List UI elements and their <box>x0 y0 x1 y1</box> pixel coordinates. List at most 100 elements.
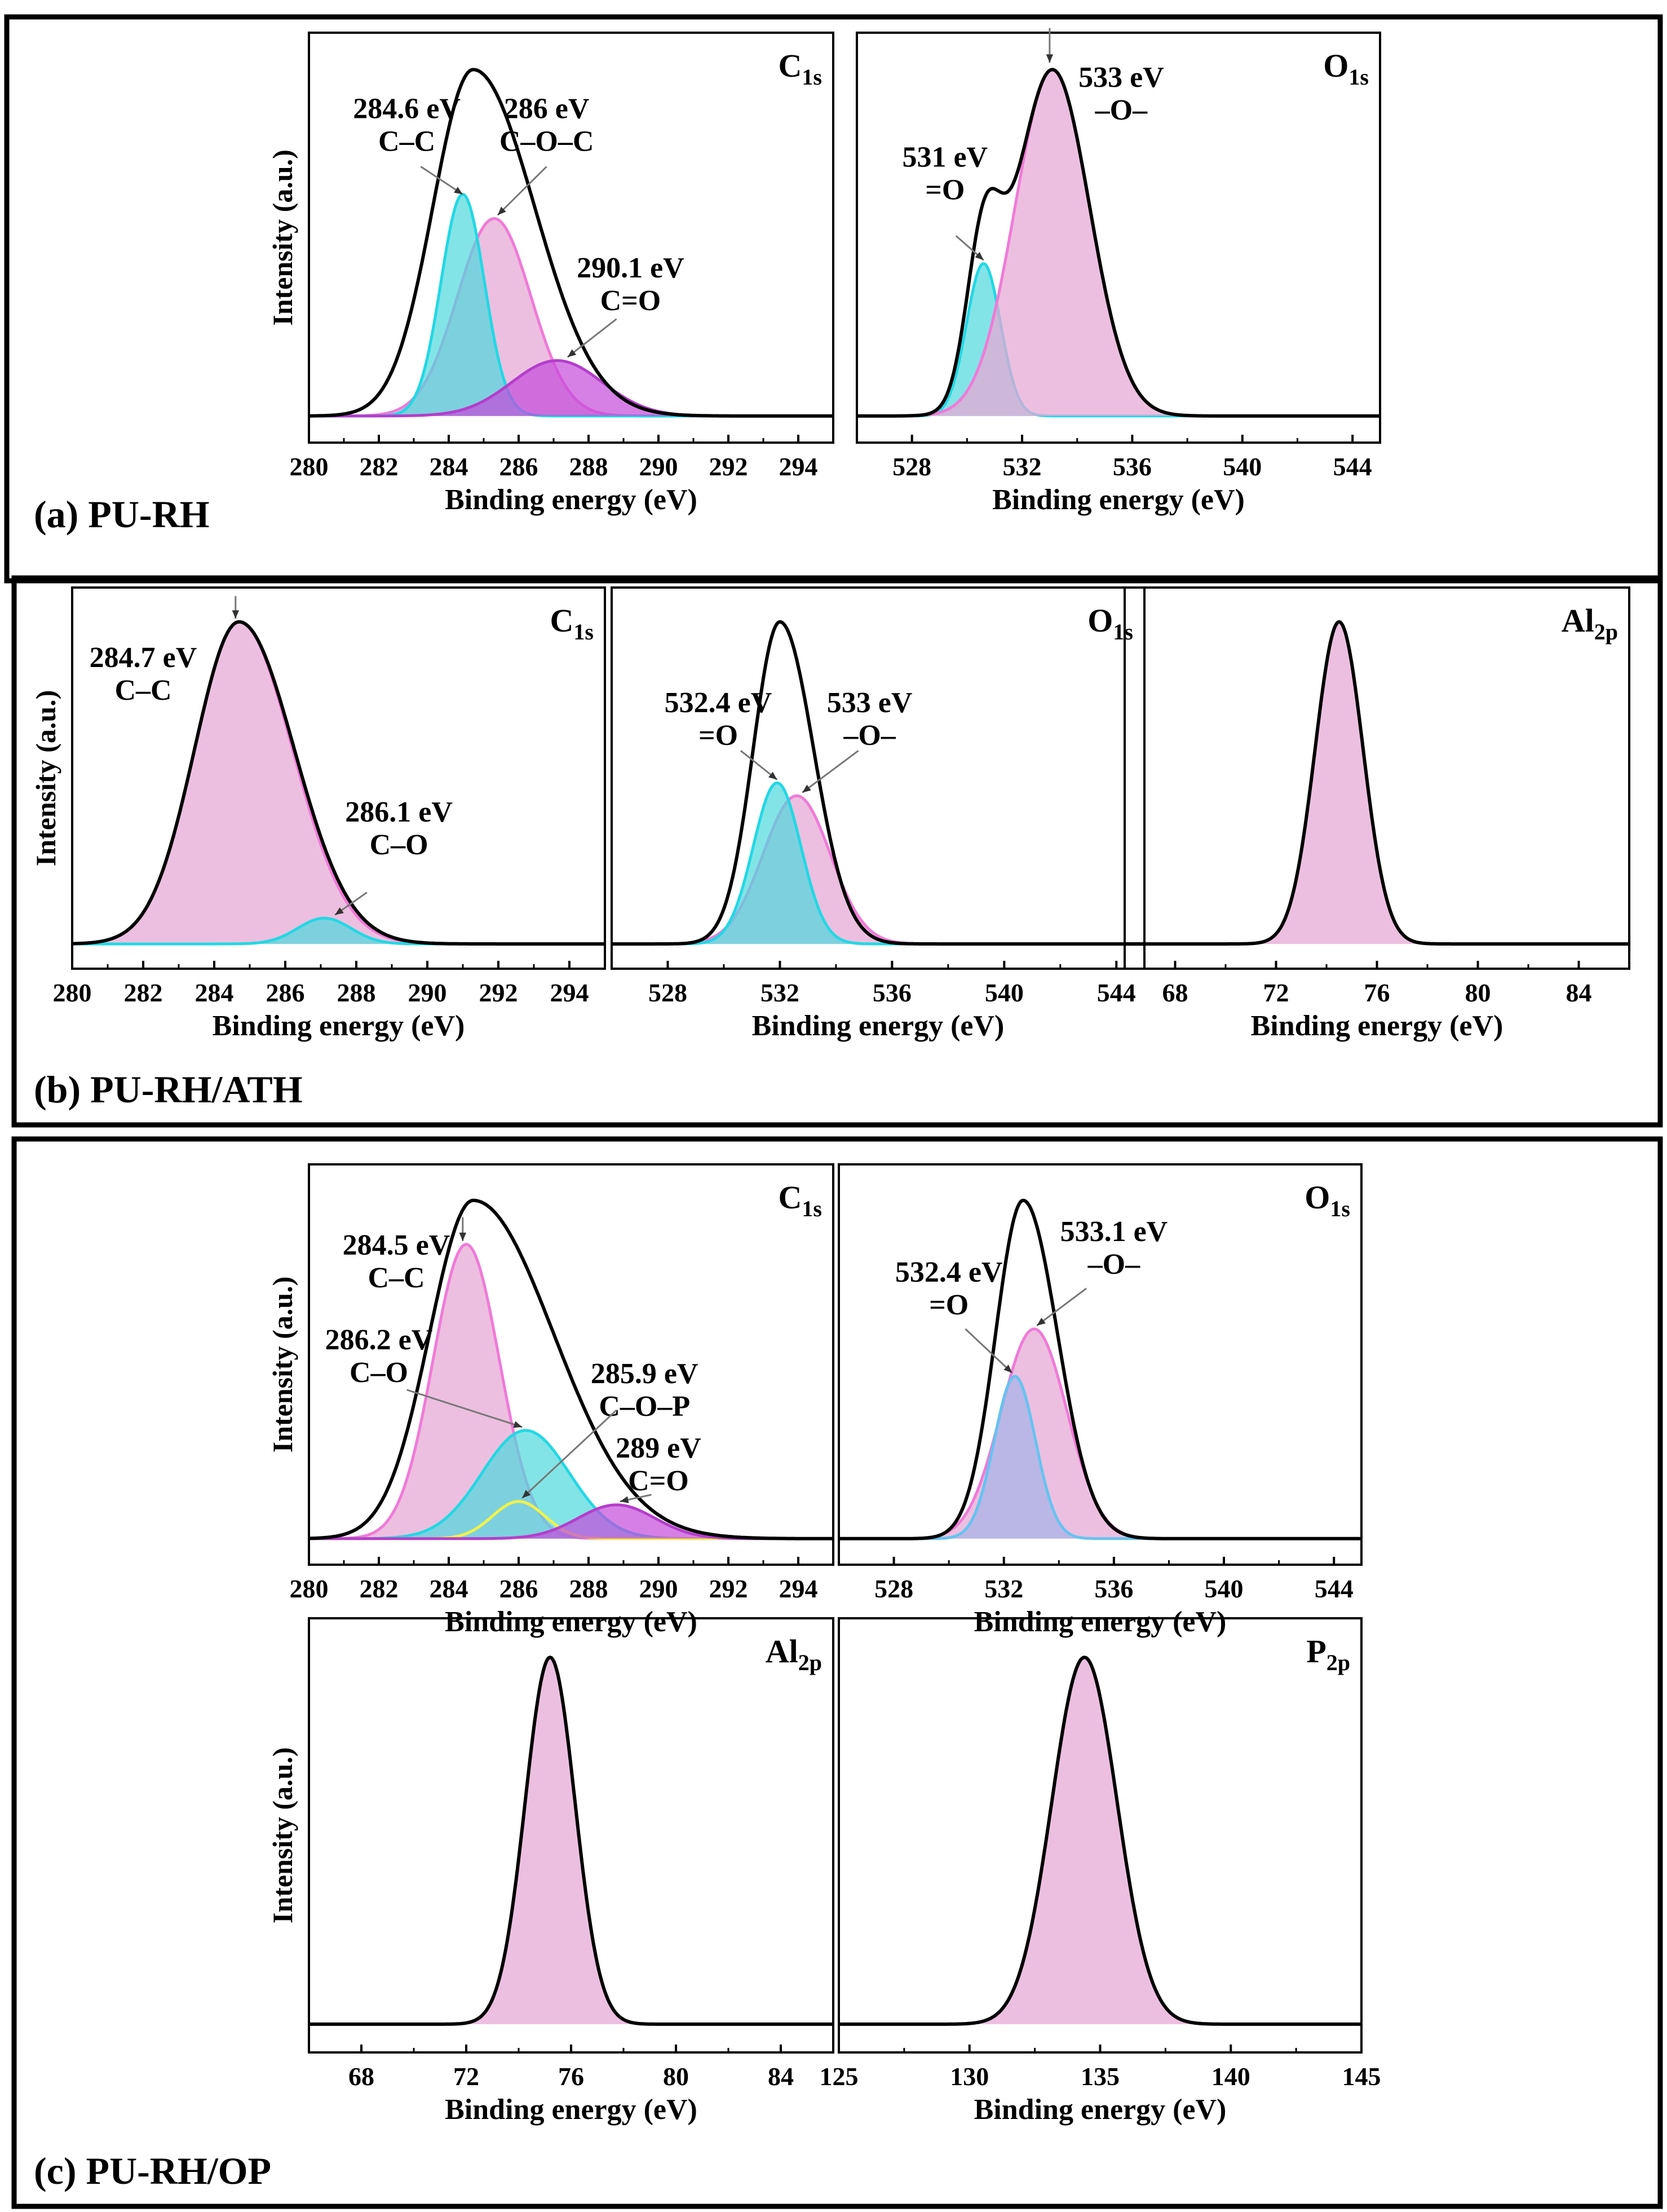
annotation-arrowhead <box>335 907 344 915</box>
x-axis-label: Binding energy (eV) <box>974 2094 1227 2126</box>
annotation-arrow <box>567 318 617 358</box>
x-tick-label: 72 <box>1263 978 1289 1007</box>
spectrum-title-sub: 1s <box>1348 64 1369 90</box>
peak-fill--o- <box>839 1328 1361 1539</box>
peak-fill-c-c <box>72 621 605 944</box>
peak-line--o- <box>612 794 1144 946</box>
spectrum-title-main: O <box>1087 602 1113 639</box>
peak-annotation-line: 286.1 eV <box>345 796 453 828</box>
peak-annotation-line: 286.2 eV <box>325 1324 433 1356</box>
envelope-line <box>309 68 833 418</box>
plot-a-c1s: 280 282 284 286 288 290 292 294 Binding energy (… <box>267 32 834 516</box>
x-tick-label: 145 <box>1342 2062 1381 2091</box>
x-tick-label: 536 <box>1113 452 1152 481</box>
curve-layer <box>309 1198 833 1540</box>
panel-c-label: (c) PU-RH/OP <box>34 2149 271 2192</box>
x-tick-label: 536 <box>1094 1574 1133 1603</box>
x-tick-label: 288 <box>569 1574 608 1603</box>
envelope-line <box>612 620 1144 946</box>
peak-fill--o- <box>612 796 1144 944</box>
peak-annotation: 533 eV –O– <box>827 687 913 752</box>
annotation-arrowhead <box>1046 54 1054 63</box>
spectrum-title-main: Al <box>766 1633 798 1670</box>
plot-c-o1s: 528 532 536 540 544 Binding energy (eV) O1s 532… <box>838 1163 1363 1638</box>
peak-annotation-line: C–O–C <box>499 125 594 157</box>
x-tick-label: 286 <box>499 1574 538 1603</box>
peak-fill-c-c <box>309 1244 833 1539</box>
x-tick-label: 282 <box>124 978 163 1007</box>
x-tick-label: 292 <box>709 452 748 481</box>
spectrum-title-main: C <box>779 47 802 84</box>
peak-fill-c=o <box>309 360 833 416</box>
x-axis-label: Binding energy (eV) <box>752 1010 1005 1042</box>
x-tick-label: 540 <box>1205 1574 1244 1603</box>
annotation-arrowhead <box>522 1490 531 1498</box>
annotation-arrow <box>965 1328 1013 1374</box>
peak-annotation-line: 533 eV <box>827 687 913 719</box>
peak-fill-=o <box>612 783 1144 944</box>
peak-line-=o <box>612 781 1144 946</box>
x-tick-label: 280 <box>53 978 92 1007</box>
envelope-line <box>857 68 1380 418</box>
peak-annotation-line: 284.6 eV <box>353 92 461 125</box>
curve-layer <box>839 1655 1361 2026</box>
peak-fill-al2p <box>1125 621 1629 944</box>
peak-annotation-line: –O– <box>1095 94 1148 126</box>
panel-b-label: (b) PU-RH/ATH <box>34 1068 303 1111</box>
annotation-arrowhead <box>459 1233 467 1241</box>
peak-annotation-line: 290.1 eV <box>577 252 684 284</box>
spectrum-title-main: C <box>779 1179 802 1216</box>
peak-annotation-line: C=O <box>628 1465 689 1497</box>
annotation-arrowhead <box>1003 1365 1012 1373</box>
plot-b-o1s: 528 532 536 540 544 Binding energy (eV) O1s 532… <box>611 586 1146 1042</box>
x-axis-label: Binding energy (eV) <box>445 2094 697 2126</box>
x-tick-label: 140 <box>1211 2062 1250 2091</box>
x-tick-label: 135 <box>1081 2062 1120 2091</box>
y-axis-label: Intensity (a.u.) <box>267 149 298 326</box>
x-tick-label: 290 <box>408 978 447 1007</box>
x-tick-label: 84 <box>768 2062 794 2091</box>
annotation-arrow <box>497 166 547 216</box>
spectrum-title-main: O <box>1323 47 1348 84</box>
plot-c-c1s: 280 282 284 286 288 290 292 294 Binding energy (… <box>267 1163 834 1638</box>
panel-b-frame <box>11 575 1663 1128</box>
peak-annotation-line: –O– <box>843 719 896 752</box>
x-tick-label: 290 <box>639 1574 678 1603</box>
panel-c-frame <box>11 1136 1663 2209</box>
spectrum-title-sub: 2p <box>1326 1650 1350 1675</box>
peak-fill-c-o <box>72 918 605 944</box>
envelope-line <box>839 1198 1361 1540</box>
peak-annotation-line: 533 eV <box>1078 61 1164 94</box>
x-tick-label: 294 <box>779 1574 818 1603</box>
annotation-arrowhead <box>620 1496 629 1503</box>
x-axis-label: Binding energy (eV) <box>445 484 697 516</box>
curve-layer <box>857 68 1380 418</box>
peak-annotation: 286.2 eV C–O <box>325 1324 433 1389</box>
peak-annotation-line: C–C <box>378 125 435 157</box>
x-tick-label: 80 <box>663 2062 689 2091</box>
annotation-arrowhead <box>802 784 811 793</box>
peak-annotation-line: –O– <box>1087 1248 1140 1281</box>
peak-annotation-line: 531 eV <box>902 141 988 173</box>
spectrum-title-sub: 1s <box>802 64 822 90</box>
x-tick-label: 76 <box>558 2062 584 2091</box>
annotation-arrowhead <box>454 187 463 195</box>
x-tick-label: 288 <box>337 978 376 1007</box>
spectrum-title-sub: 1s <box>802 1196 822 1221</box>
peak-annotation-line: =O <box>925 174 965 206</box>
plot-a-o1s: 528 532 536 540 544 Binding energy (eV) O1s 531… <box>856 28 1381 516</box>
peak-annotation: 286 eV C–O–C <box>499 92 594 157</box>
x-tick-label: 130 <box>950 2062 989 2091</box>
spectrum-title-main: C <box>550 602 574 639</box>
spectrum-title: O1s <box>1323 47 1369 90</box>
x-tick-label: 532 <box>984 1574 1023 1603</box>
x-tick-label: 284 <box>195 978 234 1007</box>
peak-fill-al2p <box>309 1657 833 2024</box>
envelope-line <box>309 1655 833 2026</box>
plot-b-c1s: 280 282 284 286 288 290 292 294 Binding energy (… <box>30 586 606 1042</box>
annotation-arrowhead <box>497 206 506 215</box>
peak-annotation: 284.6 eV C–C <box>353 92 461 157</box>
plot-frame <box>308 32 834 444</box>
x-tick-label: 286 <box>499 452 538 481</box>
